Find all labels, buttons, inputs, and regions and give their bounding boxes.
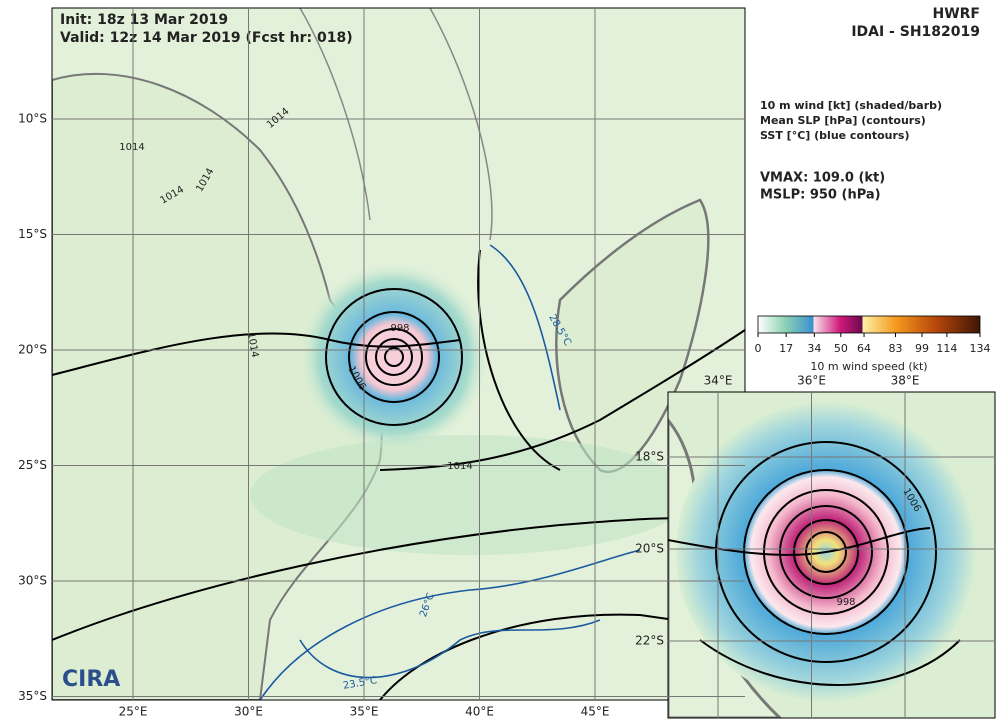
inset-lon-label: 36°E [797,374,826,388]
colorbar-tick-label: 64 [857,342,871,355]
inset-lon-label: 38°E [891,374,920,388]
colorbar-tick-label: 50 [834,342,848,355]
colorbar-tick-label: 99 [915,342,929,355]
lon-label: 35°E [350,705,379,719]
inset-lat-label: 18°S [635,450,664,464]
colorbar-tick-label: 134 [970,342,991,355]
mslp: MSLP: 950 (hPa) [760,188,881,203]
legend-line: SST [°C] (blue contours) [760,129,910,142]
colorbar-tick-label: 114 [936,342,957,355]
colorbar-tick-label: 34 [807,342,821,355]
colorbar-tick-label: 83 [889,342,903,355]
legend-line: Mean SLP [hPa] (contours) [760,114,926,127]
inset-map [668,392,995,718]
inset-contour-label: 998 [836,597,855,608]
lat-label: 35°S [18,689,47,703]
lat-label: 10°S [18,112,47,126]
lat-label: 25°S [18,458,47,472]
colorbar-label: 10 m wind speed (kt) [810,360,927,373]
lat-label: 20°S [18,343,47,357]
init-time: Init: 18z 13 Mar 2019 [60,12,228,28]
colorbar-tick-label: 17 [779,342,793,355]
contour-label: 1014 [447,461,472,472]
main-map [52,8,745,700]
inset-lat-label: 20°S [635,542,664,556]
lon-label: 45°E [581,705,610,719]
contour-label: 1014 [245,332,260,359]
colorbar-tick-label: 0 [755,342,762,355]
lon-label: 25°E [119,705,148,719]
vmax: VMAX: 109.0 (kt) [760,171,885,186]
inset-lat-label: 22°S [635,634,664,648]
lon-label: 30°E [234,705,263,719]
valid-time: Valid: 12z 14 Mar 2019 (Fcst hr: 018) [60,30,353,46]
inset-lon-label: 34°E [704,374,733,388]
storm-name: IDAI - SH182019 [851,24,980,40]
lon-label: 40°E [465,705,494,719]
colorbar [757,315,981,334]
model-name: HWRF [932,6,980,22]
lat-label: 15°S [18,227,47,241]
contour-label: 998 [390,323,409,334]
lat-label: 30°S [18,574,47,588]
logo: CIRA [62,667,120,692]
legend-line: 10 m wind [kt] (shaded/barb) [760,99,942,112]
contour-label: 1014 [119,142,144,153]
